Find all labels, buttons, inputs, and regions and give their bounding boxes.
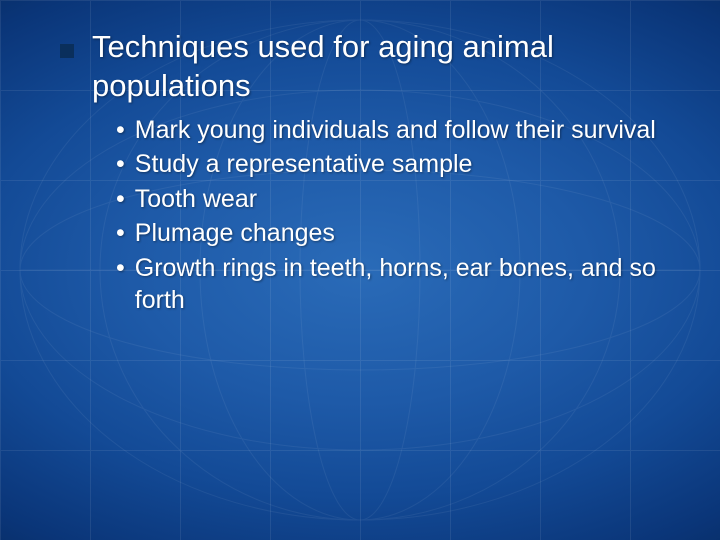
bullet-dot-icon: •: [116, 114, 125, 147]
main-text: Techniques used for aging animal populat…: [92, 28, 670, 106]
sub-text: Tooth wear: [135, 183, 257, 216]
bullet-dot-icon: •: [116, 148, 125, 181]
list-item: • Study a representative sample: [116, 148, 670, 181]
sub-text: Study a representative sample: [135, 148, 473, 181]
sublist: • Mark young individuals and follow thei…: [116, 114, 670, 317]
list-item: • Growth rings in teeth, horns, ear bone…: [116, 252, 670, 317]
bullet-dot-icon: •: [116, 252, 125, 285]
list-item: • Plumage changes: [116, 217, 670, 250]
list-item: • Tooth wear: [116, 183, 670, 216]
main-bullet-item: Techniques used for aging animal populat…: [60, 28, 670, 106]
bullet-dot-icon: •: [116, 217, 125, 250]
square-bullet-icon: [60, 44, 74, 58]
list-item: • Mark young individuals and follow thei…: [116, 114, 670, 147]
sub-text: Growth rings in teeth, horns, ear bones,…: [135, 252, 670, 317]
slide: Techniques used for aging animal populat…: [0, 0, 720, 540]
sub-text: Mark young individuals and follow their …: [135, 114, 656, 147]
bullet-dot-icon: •: [116, 183, 125, 216]
sub-text: Plumage changes: [135, 217, 335, 250]
